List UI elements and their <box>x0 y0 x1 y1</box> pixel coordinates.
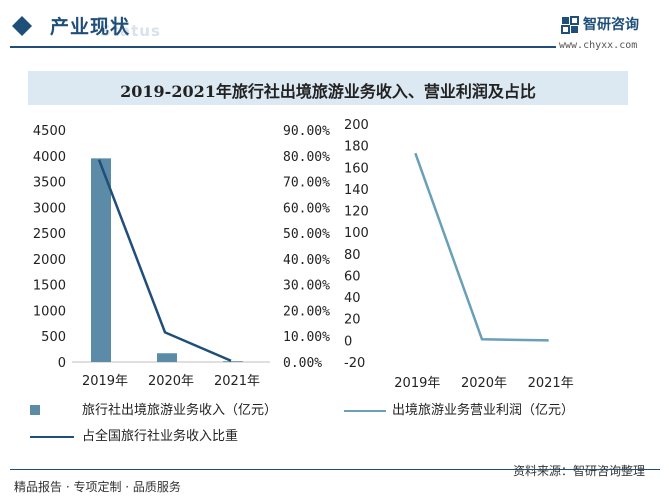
chart-revenue-share: 0 500 1000 1500 2000 2500 3000 3500 4000 4500 0.00… <box>33 124 330 389</box>
bar <box>91 158 111 362</box>
y-left-tick-label: 4500 <box>33 124 66 139</box>
footer-divider <box>10 469 660 470</box>
page-header: Status 产业现状 智研咨询 www.chyxx.com <box>0 0 669 58</box>
y-right-tick-label: 60.00% <box>283 201 330 216</box>
y-left-tick-label: 500 <box>41 330 66 345</box>
y-right-tick-label: 0.00% <box>283 356 322 371</box>
y-tick-label: 80 <box>344 248 361 263</box>
y-tick-label: 100 <box>344 226 369 241</box>
legend-revenue-label: 旅行社出境旅游业务收入（亿元） <box>82 403 278 418</box>
y-tick-label: 180 <box>344 140 369 155</box>
bar <box>157 353 177 362</box>
y-tick-label: 200 <box>344 118 369 133</box>
logo-name: 智研咨询 <box>583 17 639 33</box>
y-tick-label: 60 <box>344 269 361 284</box>
chart-title: 2019-2021年旅行社出境旅游业务收入、营业利润及占比 <box>120 82 536 101</box>
profit-line <box>414 152 549 342</box>
legend-profit-swatch <box>344 410 386 412</box>
diamond-icon <box>12 16 32 36</box>
y-right-tick-label: 10.00% <box>283 330 330 345</box>
share-line <box>97 159 232 362</box>
x-tick-label: 2020年 <box>461 376 507 391</box>
y-left-tick-label: 2000 <box>33 253 66 268</box>
logo-url: www.chyxx.com <box>559 40 638 51</box>
footer-tagline: 精品报告 · 专项定制 · 品质服务 <box>14 480 181 494</box>
x-tick-label: 2019年 <box>394 376 440 391</box>
chart-profit: -20 0 20 40 60 80 100 120 140 160 180 200 2019年 2020年… <box>344 118 574 391</box>
y-tick-label: 20 <box>344 313 361 328</box>
header-watermark: Status <box>100 22 161 40</box>
y-left-tick-label: 2500 <box>33 227 66 242</box>
x-tick-label: 2019年 <box>82 374 128 389</box>
y-left-tick-label: 3500 <box>33 176 66 191</box>
y-right-tick-label: 20.00% <box>283 304 330 319</box>
y-tick-label: 0 <box>344 334 352 349</box>
x-tick-label: 2021年 <box>214 374 260 389</box>
legend-bar-swatch <box>30 405 40 415</box>
y-right-tick-label: 80.00% <box>283 150 330 165</box>
y-right-tick-label: 70.00% <box>283 176 330 191</box>
y-right-tick-label: 90.00% <box>283 124 330 139</box>
y-left-tick-label: 4000 <box>33 150 66 165</box>
y-right-tick-label: 50.00% <box>283 227 330 242</box>
y-right-tick-label: 40.00% <box>283 253 330 268</box>
legend-share-label: 占全国旅行社业务收入比重 <box>82 429 239 444</box>
section-title: 产业现状 <box>50 16 131 38</box>
y-right-tick-label: 30.00% <box>283 279 330 294</box>
y-tick-label: 120 <box>344 205 369 220</box>
brand-logo: 智研咨询 <box>561 14 661 38</box>
bar <box>223 361 243 363</box>
y-left-tick-label: 1000 <box>33 304 66 319</box>
logo-icon <box>561 16 579 34</box>
x-tick-label: 2021年 <box>528 376 574 391</box>
y-tick-label: 140 <box>344 183 369 198</box>
x-tick-label: 2020年 <box>148 374 194 389</box>
legend-profit-label: 出境旅游业务营业利润（亿元） <box>392 403 575 418</box>
chart-title-banner: 2019-2021年旅行社出境旅游业务收入、营业利润及占比 <box>28 71 628 105</box>
y-left-tick-label: 0 <box>58 356 66 371</box>
source-note: 资料来源：智研咨询整理 <box>513 464 646 478</box>
y-left-tick-label: 3000 <box>33 201 66 216</box>
legend-line-swatch <box>30 436 74 438</box>
y-tick-label: -20 <box>344 356 365 371</box>
y-tick-label: 40 <box>344 291 361 306</box>
y-tick-label: 160 <box>344 161 369 176</box>
y-left-tick-label: 1500 <box>33 279 66 294</box>
header-divider <box>10 46 556 48</box>
